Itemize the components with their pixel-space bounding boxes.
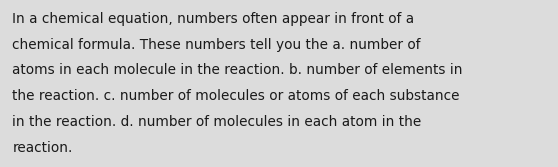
Text: in the reaction. d. number of molecules in each atom in the: in the reaction. d. number of molecules …: [12, 115, 421, 129]
Text: the reaction. c. number of molecules or atoms of each substance: the reaction. c. number of molecules or …: [12, 89, 460, 103]
Text: chemical formula. These numbers tell you the a. number of: chemical formula. These numbers tell you…: [12, 38, 421, 52]
Text: atoms in each molecule in the reaction. b. number of elements in: atoms in each molecule in the reaction. …: [12, 63, 463, 77]
Text: In a chemical equation, numbers often appear in front of a: In a chemical equation, numbers often ap…: [12, 12, 415, 26]
Text: reaction.: reaction.: [12, 141, 73, 155]
